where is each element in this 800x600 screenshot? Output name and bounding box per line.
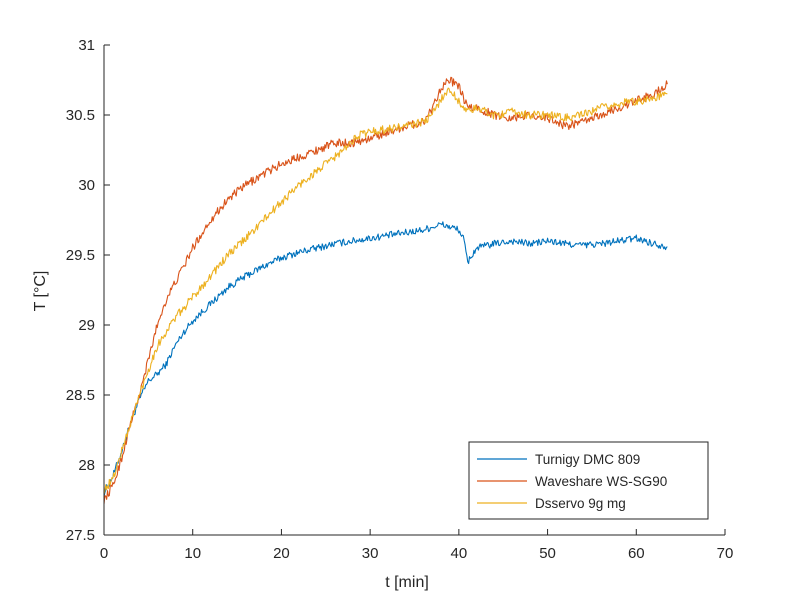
y-tick-label: 31 bbox=[78, 37, 95, 54]
x-tick-label: 0 bbox=[100, 545, 108, 562]
x-tick-label: 40 bbox=[451, 545, 468, 562]
x-tick-label: 60 bbox=[628, 545, 645, 562]
x-tick-label: 20 bbox=[273, 545, 290, 562]
y-tick-label: 30.5 bbox=[66, 107, 95, 124]
y-tick-label: 29.5 bbox=[66, 247, 95, 264]
series-line-1 bbox=[103, 221, 668, 497]
x-axis-label: t [min] bbox=[385, 574, 429, 591]
x-tick-label: 50 bbox=[539, 545, 556, 562]
y-tick-label: 27.5 bbox=[66, 527, 95, 544]
x-tick-label: 70 bbox=[717, 545, 734, 562]
y-tick-label: 28.5 bbox=[66, 387, 95, 404]
y-tick-label: 28 bbox=[78, 457, 95, 474]
series-line-3 bbox=[103, 87, 668, 495]
series-layer bbox=[103, 76, 668, 505]
legend: Turnigy DMC 809 Waveshare WS-SG90 Dsservo … bbox=[468, 441, 709, 520]
x-tick-label: 30 bbox=[362, 545, 379, 562]
legend-label-1: Turnigy DMC 809 bbox=[535, 452, 640, 467]
y-tick-label: 29 bbox=[78, 317, 95, 334]
legend-label-3: Dsservo 9g mg bbox=[535, 496, 626, 511]
y-tick-label: 30 bbox=[78, 177, 95, 194]
axes-layer: 0 10 20 30 40 50 60 70 27.5 28 28.5 29 29.5 30 30.5 31 bbox=[66, 37, 734, 562]
y-axis-label: T [°C] bbox=[32, 271, 49, 312]
legend-label-2: Waveshare WS-SG90 bbox=[535, 474, 667, 489]
x-tick-label: 10 bbox=[184, 545, 201, 562]
series-line-2 bbox=[103, 76, 668, 505]
